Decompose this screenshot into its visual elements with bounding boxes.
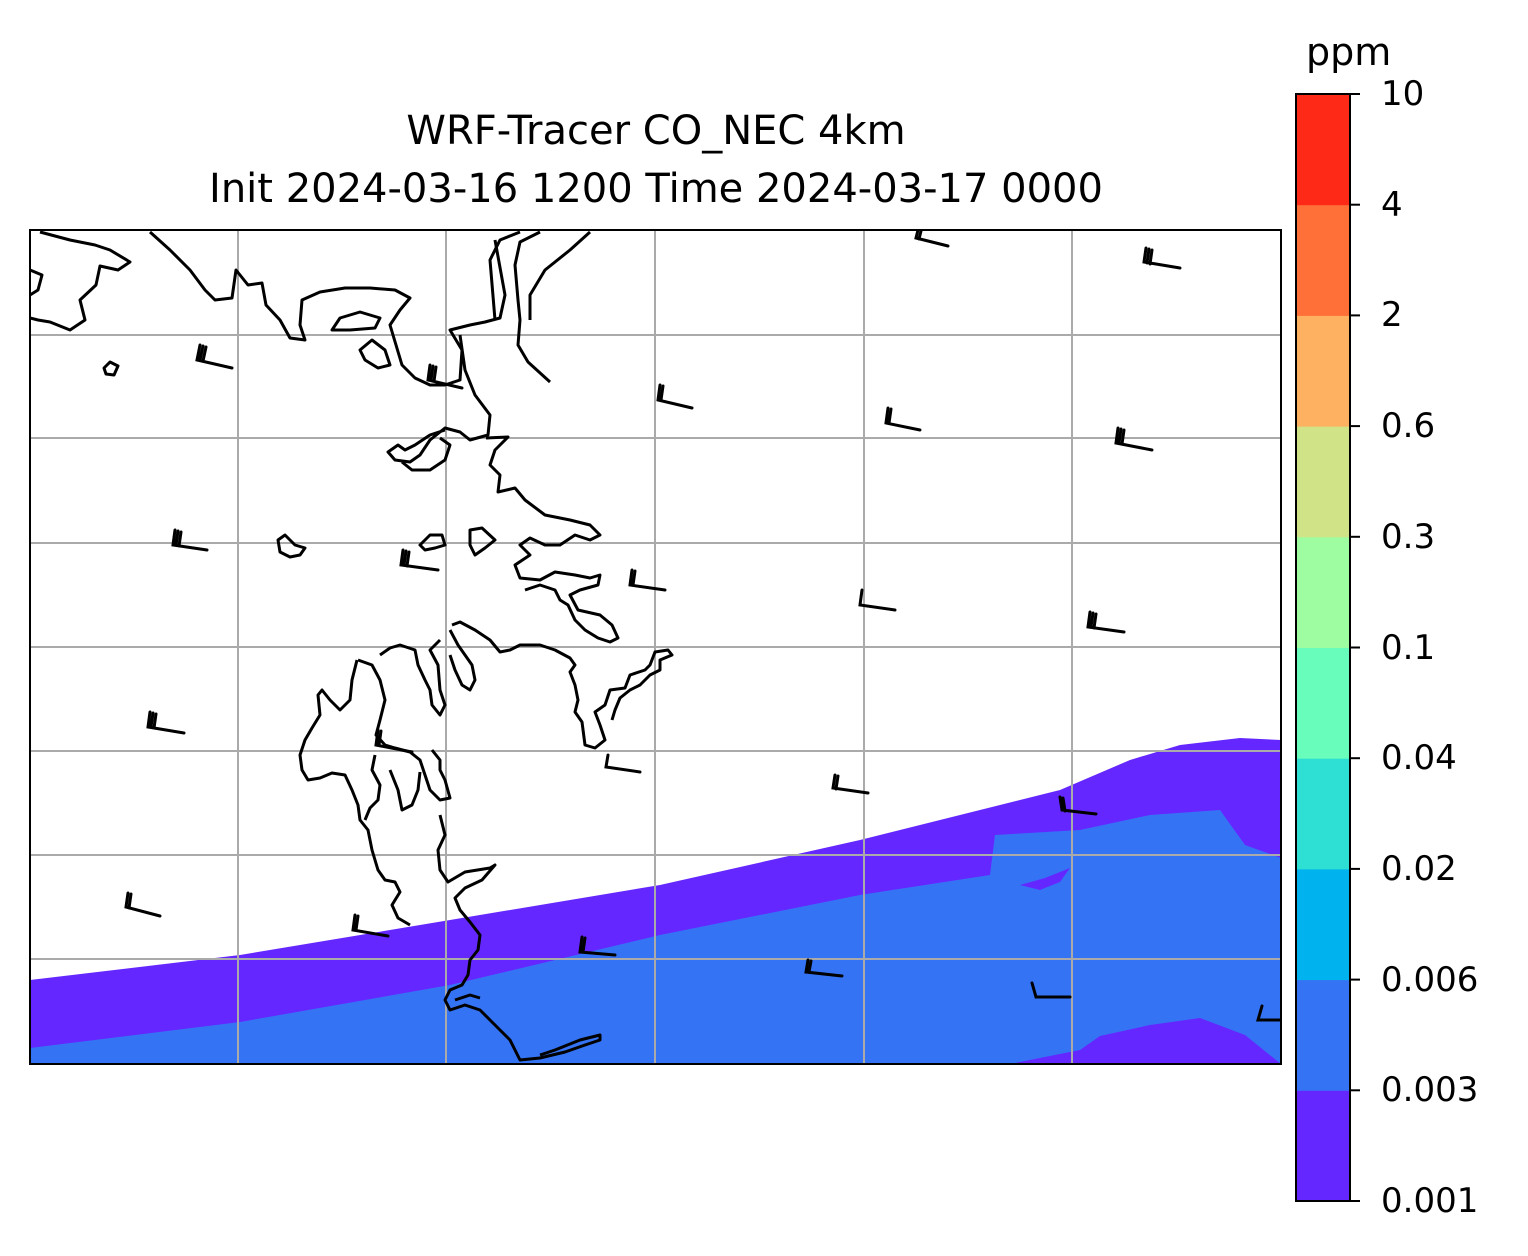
map-frame (29, 229, 1282, 1065)
colorbar-tick-label: 0.04 (1381, 738, 1457, 779)
map-subtitle: Init 2024-03-16 1200 Time 2024-03-17 000… (209, 166, 1103, 212)
coastlines (30, 230, 674, 1062)
colorbar-tick-label: 0.6 (1381, 406, 1436, 447)
map-title: WRF-Tracer CO_NEC 4km (406, 108, 906, 154)
colorbar-segment (1296, 204, 1350, 316)
colorbar-segment (1296, 315, 1350, 427)
colorbar-segment (1296, 758, 1350, 870)
colorbar-unit-label: ppm (1306, 30, 1392, 74)
colorbar-segment (1296, 979, 1350, 1091)
colorbar-tick-label: 0.3 (1381, 516, 1436, 557)
colorbar-tick-label: 0.006 (1381, 959, 1479, 1000)
concentration-band-0.001-notch (1020, 868, 1070, 890)
colorbar-tick-label: 10 (1381, 74, 1425, 114)
colorbar-segment (1296, 868, 1350, 981)
colorbar-segment (1296, 94, 1350, 206)
colorbar-tick-label: 0.1 (1381, 627, 1436, 668)
colorbar-tick-label: 0.001 (1381, 1181, 1479, 1221)
colorbar-tick-label: 0.003 (1381, 1070, 1479, 1111)
colorbar-segment (1296, 536, 1350, 648)
map-area (30, 230, 1281, 1064)
colorbar-segment (1296, 426, 1350, 538)
gridlines (30, 230, 1281, 1064)
colorbar-segment (1296, 1090, 1350, 1202)
colorbar-tick-label: 2 (1381, 295, 1403, 336)
wind-barbs (124, 230, 1281, 1022)
colorbar-segment (1296, 647, 1350, 759)
colorbar (1295, 93, 1360, 1202)
colorbar-tick-label: 4 (1381, 184, 1403, 225)
colorbar-tick-label: 0.02 (1381, 848, 1457, 889)
